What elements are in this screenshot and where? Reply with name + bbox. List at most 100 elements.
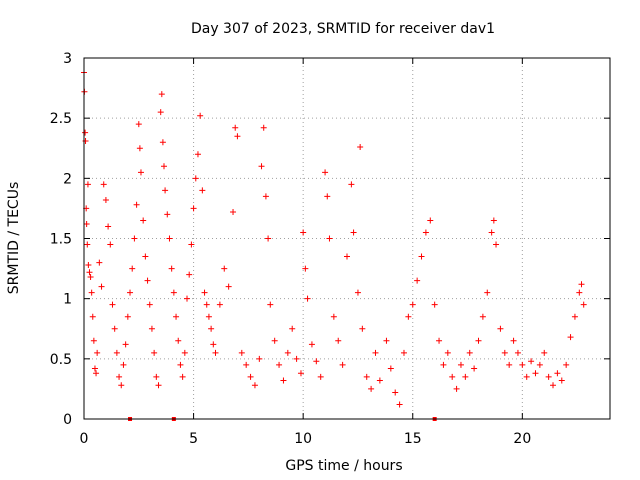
data-point [490,217,497,224]
data-point [85,261,92,268]
data-point [159,139,166,146]
data-point [372,349,379,356]
data-point [160,163,167,170]
data-point [558,377,565,384]
data-point [284,349,291,356]
data-point [422,229,429,236]
data-point [339,361,346,368]
data-point [151,349,158,356]
y-tick-label: 2.5 [50,111,72,127]
data-point [280,377,287,384]
data-point [168,265,175,272]
data-point [129,265,136,272]
data-point [308,341,315,348]
data-point [166,235,173,242]
x-tick-labels: 0 5 10 15 20 [80,431,532,447]
data-point [243,361,250,368]
data-point [449,373,456,380]
data-point [262,193,269,200]
data-point [184,295,191,302]
data-point [479,313,486,320]
data-point [179,373,186,380]
data-point [271,337,278,344]
data-point [514,349,521,356]
data-point [230,209,237,216]
data-point [158,91,165,98]
data-point [216,301,223,308]
data-point [120,361,127,368]
data-point [567,334,574,341]
data-point [208,325,215,332]
data-point [302,265,309,272]
data-point [324,193,331,200]
data-point [462,373,469,380]
data-point [175,337,182,344]
data-point [344,253,350,260]
data-point [162,187,169,194]
data-point [359,325,366,332]
data-points [81,69,587,408]
data-point [201,289,208,296]
data-point [348,181,355,188]
y-axis-label: SRMTID / TECUs [6,182,22,295]
data-point [212,349,219,356]
data-point [238,349,245,356]
y-tick-label: 0 [63,412,72,428]
data-point [297,370,304,377]
chart-title: Day 307 of 2023, SRMTID for receiver dav… [191,21,495,37]
data-point [363,373,370,380]
data-point [405,313,412,320]
data-point [350,229,357,236]
data-point [91,365,98,372]
data-point [506,361,513,368]
data-point [501,349,508,356]
data-point [440,361,447,368]
data-point [368,385,375,392]
data-point [190,205,197,212]
x-tick-label: 15 [404,431,422,447]
data-point [409,301,416,308]
data-point [100,181,107,188]
data-point [258,163,265,170]
data-point [83,221,90,228]
data-point [510,337,517,344]
data-point [98,283,105,290]
data-point [289,325,296,332]
data-point [105,223,112,230]
data-point [317,373,324,380]
data-point [545,373,552,380]
data-point [96,259,103,266]
data-point [131,235,138,242]
data-point [113,349,120,356]
data-point [102,196,109,203]
data-point [82,138,89,145]
data-point [466,349,473,356]
data-point [146,301,153,308]
data-point [400,349,407,356]
data-point [192,175,199,182]
data-point [181,349,188,356]
data-point [300,229,307,236]
data-point [194,151,201,158]
data-point [155,382,162,389]
data-point [188,241,195,248]
data-point [578,281,585,288]
data-point [354,289,361,296]
data-point [87,274,94,281]
data-point [576,289,583,296]
data-point [392,389,399,396]
y-tick-label: 2 [63,171,72,187]
data-point [396,401,403,408]
data-point [322,169,329,176]
data-point [541,349,548,356]
data-point [140,217,147,224]
data-point [293,355,300,362]
data-point [197,112,204,119]
data-point [457,361,464,368]
data-point [111,325,118,332]
data-point [256,355,263,362]
data-point [164,211,171,218]
data-point [133,201,140,208]
data-point [153,373,160,380]
